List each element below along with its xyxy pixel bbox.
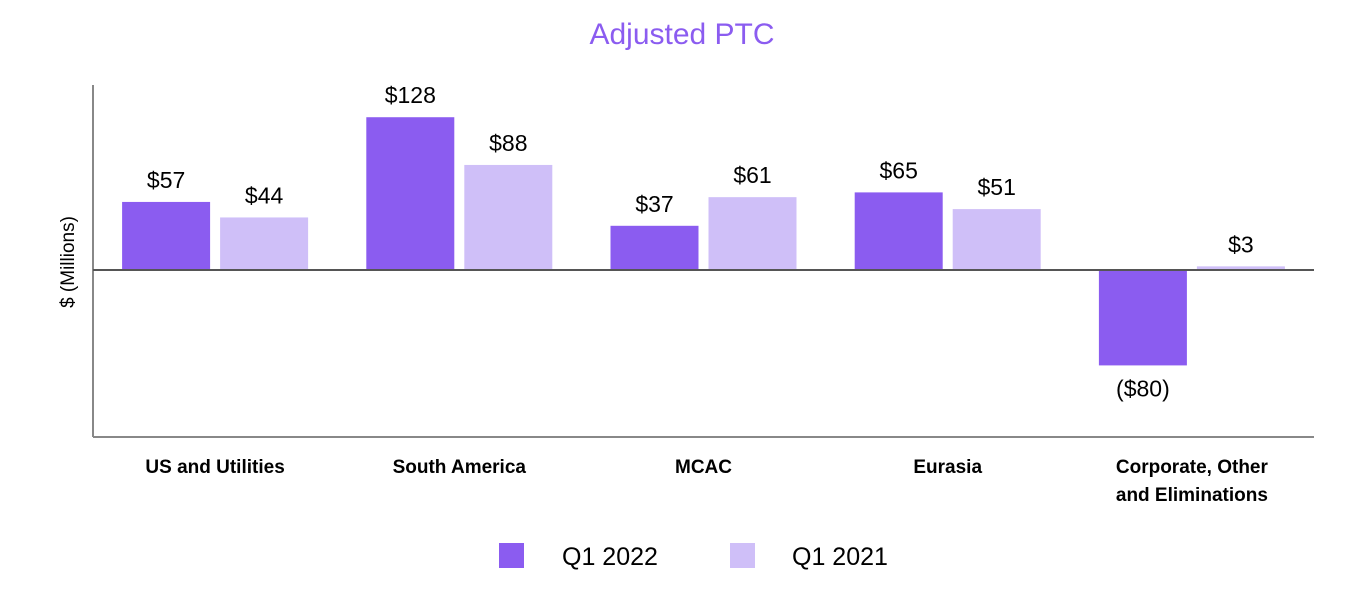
bar-q1-2022-0 [122,201,211,270]
data-label: $88 [489,130,527,156]
bar-q1-2022-3 [854,192,943,270]
chart-title: Adjusted PTC [589,18,774,51]
bar-q1-2021-3 [952,209,1041,270]
data-label: $44 [245,182,284,208]
bar-q1-2022-1 [366,117,455,270]
data-label: $57 [147,167,185,193]
data-label: $128 [385,82,436,108]
category-label: US and Utilities [145,457,284,478]
data-label: $51 [978,174,1016,200]
bar-q1-2021-1 [464,164,553,270]
labels-group: $57 $44 US and Utilities $128 $88 South Ameri… [145,82,1268,506]
legend-label: Q1 2022 [562,543,658,571]
legend-swatch [730,543,755,568]
data-label: $65 [880,157,918,183]
y-axis-label: $ (Millions) [58,216,79,308]
data-label: $37 [635,191,673,217]
category-label: MCAC [675,457,732,478]
bar-q1-2021-2 [708,197,797,270]
bar-q1-2021-4 [1196,266,1285,270]
category-label: South America [393,457,527,478]
data-label: ($80) [1116,375,1170,401]
legend: Q1 2022 Q1 2021 [499,543,888,571]
bar-q1-2021-0 [220,217,309,270]
bars-group [122,117,1285,366]
legend-swatch [499,543,524,568]
legend-label: Q1 2021 [792,543,888,571]
category-label: Corporate, Other [1116,457,1269,478]
category-label: Eurasia [913,457,982,478]
category-label: and Eliminations [1116,485,1268,506]
data-label: $61 [733,162,771,188]
bar-q1-2022-2 [610,225,699,270]
bar-q1-2022-4 [1098,269,1187,366]
data-label: $3 [1228,231,1254,257]
